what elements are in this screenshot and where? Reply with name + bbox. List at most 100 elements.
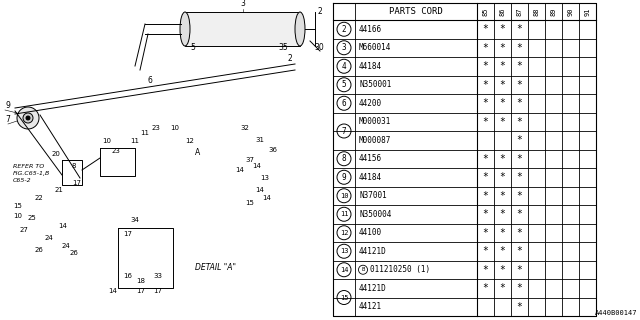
Text: *: * <box>500 98 506 108</box>
Text: 3: 3 <box>342 43 346 52</box>
Text: *: * <box>516 246 522 256</box>
Text: 36: 36 <box>268 147 277 153</box>
Text: 26: 26 <box>35 247 44 253</box>
Text: 44100: 44100 <box>359 228 382 237</box>
Text: 44121D: 44121D <box>359 284 387 293</box>
Text: *: * <box>500 24 506 34</box>
Text: 33: 33 <box>153 273 162 279</box>
Text: *: * <box>483 283 488 293</box>
Text: 14: 14 <box>58 223 67 229</box>
Circle shape <box>23 113 33 123</box>
Text: *: * <box>500 80 506 90</box>
Circle shape <box>337 22 351 36</box>
Text: 17: 17 <box>136 288 145 294</box>
Text: 44156: 44156 <box>359 154 382 163</box>
Text: *: * <box>483 98 488 108</box>
Text: *: * <box>483 80 488 90</box>
Text: *: * <box>516 283 522 293</box>
Text: 13: 13 <box>340 248 348 254</box>
Text: 14: 14 <box>262 195 271 201</box>
Text: 25: 25 <box>28 215 36 221</box>
Text: 35: 35 <box>278 43 288 52</box>
Circle shape <box>337 96 351 110</box>
Text: *: * <box>483 43 488 53</box>
Text: *: * <box>516 117 522 127</box>
Circle shape <box>337 189 351 203</box>
Text: A440B00147: A440B00147 <box>595 310 637 316</box>
Text: 20: 20 <box>52 151 61 157</box>
Text: *: * <box>516 191 522 201</box>
Circle shape <box>337 263 351 277</box>
Text: 44121D: 44121D <box>359 247 387 256</box>
Text: *: * <box>516 228 522 238</box>
Text: 11: 11 <box>140 130 149 136</box>
Text: 14: 14 <box>235 167 244 173</box>
Text: *: * <box>483 191 488 201</box>
Text: 4: 4 <box>342 62 346 71</box>
Text: 15: 15 <box>13 203 22 209</box>
Text: 10: 10 <box>102 138 111 144</box>
Text: 16: 16 <box>123 273 132 279</box>
Text: 6: 6 <box>148 76 152 85</box>
Text: 37: 37 <box>245 157 254 163</box>
Text: 2: 2 <box>287 54 292 63</box>
Text: 90: 90 <box>568 7 573 16</box>
Text: FIG.C65-1,B: FIG.C65-1,B <box>13 171 51 176</box>
Text: M000031: M000031 <box>359 117 392 126</box>
Text: 34: 34 <box>130 217 139 223</box>
Text: *: * <box>500 117 506 127</box>
Text: *: * <box>483 265 488 275</box>
Text: 11: 11 <box>340 211 348 217</box>
Text: 9: 9 <box>5 101 10 110</box>
Text: 14: 14 <box>108 288 117 294</box>
Text: 6: 6 <box>342 99 346 108</box>
Text: 31: 31 <box>255 137 264 143</box>
Text: 011210250 (1): 011210250 (1) <box>370 265 430 274</box>
Text: *: * <box>516 172 522 182</box>
Text: *: * <box>516 154 522 164</box>
Text: *: * <box>516 265 522 275</box>
Text: M000087: M000087 <box>359 136 392 145</box>
Text: 85: 85 <box>483 7 488 16</box>
Circle shape <box>337 124 351 138</box>
Text: REFER TO: REFER TO <box>13 164 44 169</box>
Text: 10: 10 <box>170 125 179 131</box>
Bar <box>185 12 300 46</box>
Text: 17: 17 <box>153 288 162 294</box>
Circle shape <box>17 107 39 129</box>
Text: *: * <box>500 61 506 71</box>
Text: *: * <box>516 135 522 145</box>
Circle shape <box>337 78 351 92</box>
Circle shape <box>337 207 351 221</box>
Text: *: * <box>500 209 506 219</box>
Text: *: * <box>500 265 506 275</box>
Text: 9: 9 <box>342 173 346 182</box>
Text: 7: 7 <box>5 115 10 124</box>
Text: 17: 17 <box>72 180 81 186</box>
Circle shape <box>358 265 367 274</box>
Circle shape <box>337 244 351 258</box>
Text: 44166: 44166 <box>359 25 382 34</box>
Text: *: * <box>483 228 488 238</box>
Text: *: * <box>483 117 488 127</box>
Text: 24: 24 <box>62 243 71 249</box>
Text: 14: 14 <box>252 163 261 169</box>
Text: 2: 2 <box>318 7 323 16</box>
Text: C65-2: C65-2 <box>13 178 31 183</box>
Text: *: * <box>483 24 488 34</box>
Text: 30: 30 <box>314 43 324 52</box>
Text: 8: 8 <box>342 154 346 163</box>
Text: *: * <box>516 43 522 53</box>
Text: *: * <box>500 43 506 53</box>
Text: B: B <box>362 267 365 272</box>
Ellipse shape <box>180 12 190 46</box>
Text: 24: 24 <box>45 235 54 241</box>
Text: *: * <box>516 98 522 108</box>
Text: *: * <box>516 80 522 90</box>
Bar <box>333 3 596 316</box>
Text: 2: 2 <box>342 25 346 34</box>
Text: 7: 7 <box>342 126 346 135</box>
Text: *: * <box>483 61 488 71</box>
Text: N37001: N37001 <box>359 191 387 200</box>
Text: 21: 21 <box>55 187 64 193</box>
